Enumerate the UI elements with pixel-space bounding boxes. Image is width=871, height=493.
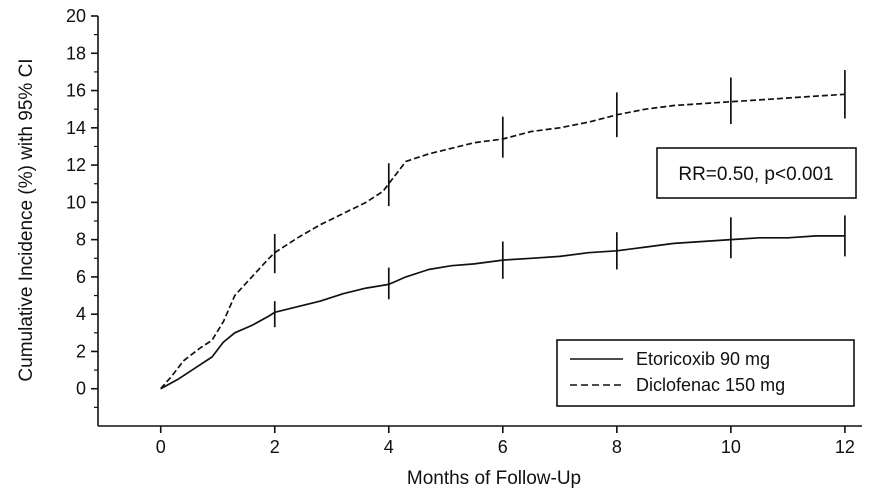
x-axis-title: Months of Follow-Up <box>407 468 581 489</box>
annotation-box: RR=0.50, p<0.001 <box>656 147 857 199</box>
y-tick-label: 6 <box>76 267 86 287</box>
y-ticks: 0 2 4 6 8 10 12 14 16 18 20 <box>66 6 98 408</box>
x-ticks: 0 2 4 6 8 10 12 <box>156 426 855 457</box>
y-tick-label: 16 <box>66 81 86 101</box>
x-tick-label: 2 <box>270 437 280 457</box>
y-tick-label: 2 <box>76 341 86 361</box>
series-line-0 <box>160 235 845 390</box>
y-tick-label: 18 <box>66 43 86 63</box>
series-line-1 <box>160 93 845 390</box>
axes: 0 2 4 6 8 10 12 14 16 18 20 0 2 4 6 8 10 12 <box>66 6 862 457</box>
x-tick-label: 0 <box>156 437 166 457</box>
y-tick-label: 20 <box>66 6 86 26</box>
x-tick-label: 6 <box>498 437 508 457</box>
y-tick-label: 12 <box>66 155 86 175</box>
y-axis-title: Cumulative Incidence (%) with 95% CI <box>16 58 37 381</box>
y-tick-label: 8 <box>76 230 86 250</box>
y-tick-label: 4 <box>76 304 86 324</box>
annotation-text: RR=0.50, p<0.001 <box>678 164 833 185</box>
y-tick-label: 10 <box>66 192 86 212</box>
annotation-frame <box>656 147 857 199</box>
legend-frame <box>556 339 855 407</box>
series-layer <box>160 70 846 390</box>
x-tick-label: 8 <box>612 437 622 457</box>
legend: Etoricoxib 90 mg Diclofenac 150 mg <box>556 339 855 407</box>
y-tick-label: 0 <box>76 379 86 399</box>
y-tick-label: 14 <box>66 118 86 138</box>
x-tick-label: 10 <box>721 437 741 457</box>
x-tick-label: 12 <box>835 437 855 457</box>
x-tick-label: 4 <box>384 437 394 457</box>
legend-label-etoricoxib: Etoricoxib 90 mg <box>636 349 770 369</box>
legend-label-diclofenac: Diclofenac 150 mg <box>636 375 785 395</box>
